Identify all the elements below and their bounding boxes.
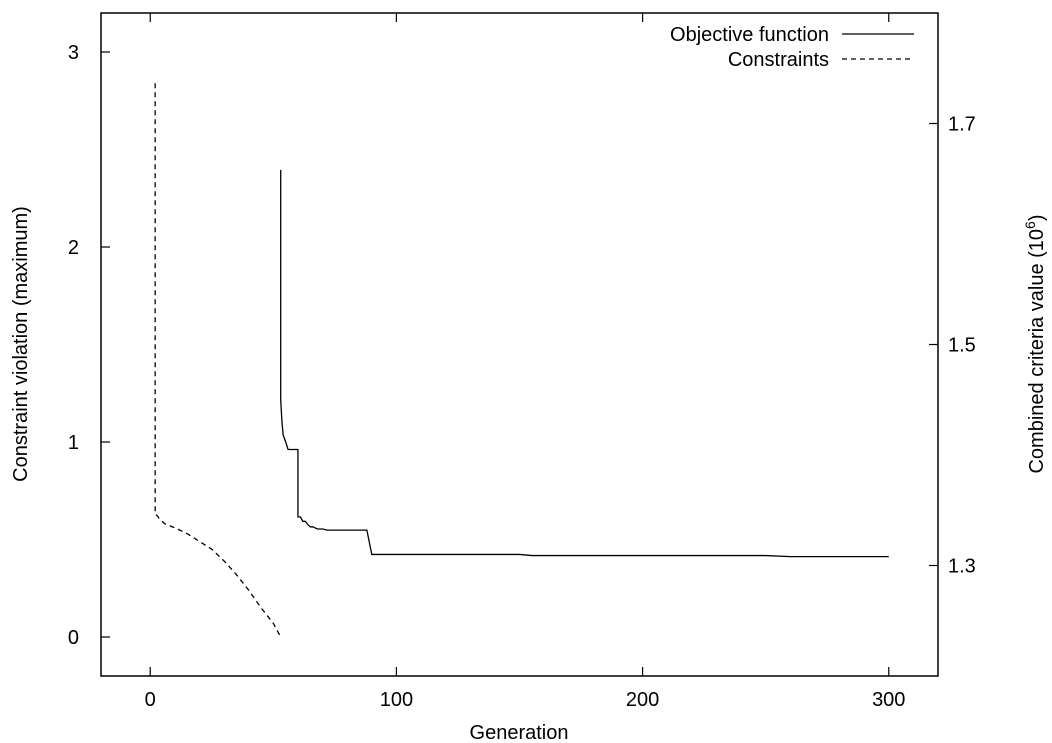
x-tick-label: 300 <box>872 689 905 711</box>
x-axis-label: Generation <box>470 722 569 743</box>
y-left-tick-label: 1 <box>68 432 79 454</box>
legend-label-constraints: Constraints <box>728 49 829 71</box>
y-right-axis-label-prefix: Combined criteria value (10 <box>1026 229 1048 474</box>
y-right-tick-label: 1.3 <box>948 556 976 578</box>
y-left-tick-label: 0 <box>68 627 79 649</box>
y-right-tick-label: 1.7 <box>948 114 976 136</box>
y-right-axis-label-exponent: 6 <box>1022 221 1038 229</box>
x-tick-label: 100 <box>380 689 413 711</box>
y-left-axis-ticks: 0 1 2 3 <box>68 42 110 649</box>
series-line-constraints <box>154 83 282 638</box>
y-left-tick-label: 2 <box>68 237 79 259</box>
x-axis-ticks: 0 100 200 300 <box>145 13 905 711</box>
y-left-axis-label: Constraint violation (maximum) <box>10 206 32 482</box>
y-right-axis-label-suffix: ) <box>1026 214 1048 221</box>
x-tick-label: 0 <box>145 689 156 711</box>
plot-frame <box>100 12 939 677</box>
legend-label-objective: Objective function <box>670 24 829 46</box>
legend: Objective function Constraints <box>670 24 914 71</box>
y-right-tick-label: 1.5 <box>948 335 976 357</box>
y-right-axis-ticks: 1.3 1.5 1.7 <box>929 114 976 578</box>
y-left-tick-label: 3 <box>68 42 79 64</box>
series-layer <box>154 83 889 638</box>
y-right-axis-label: Combined criteria value (106) <box>1022 214 1048 473</box>
x-tick-label: 200 <box>626 689 659 711</box>
series-line-objective <box>280 169 889 558</box>
